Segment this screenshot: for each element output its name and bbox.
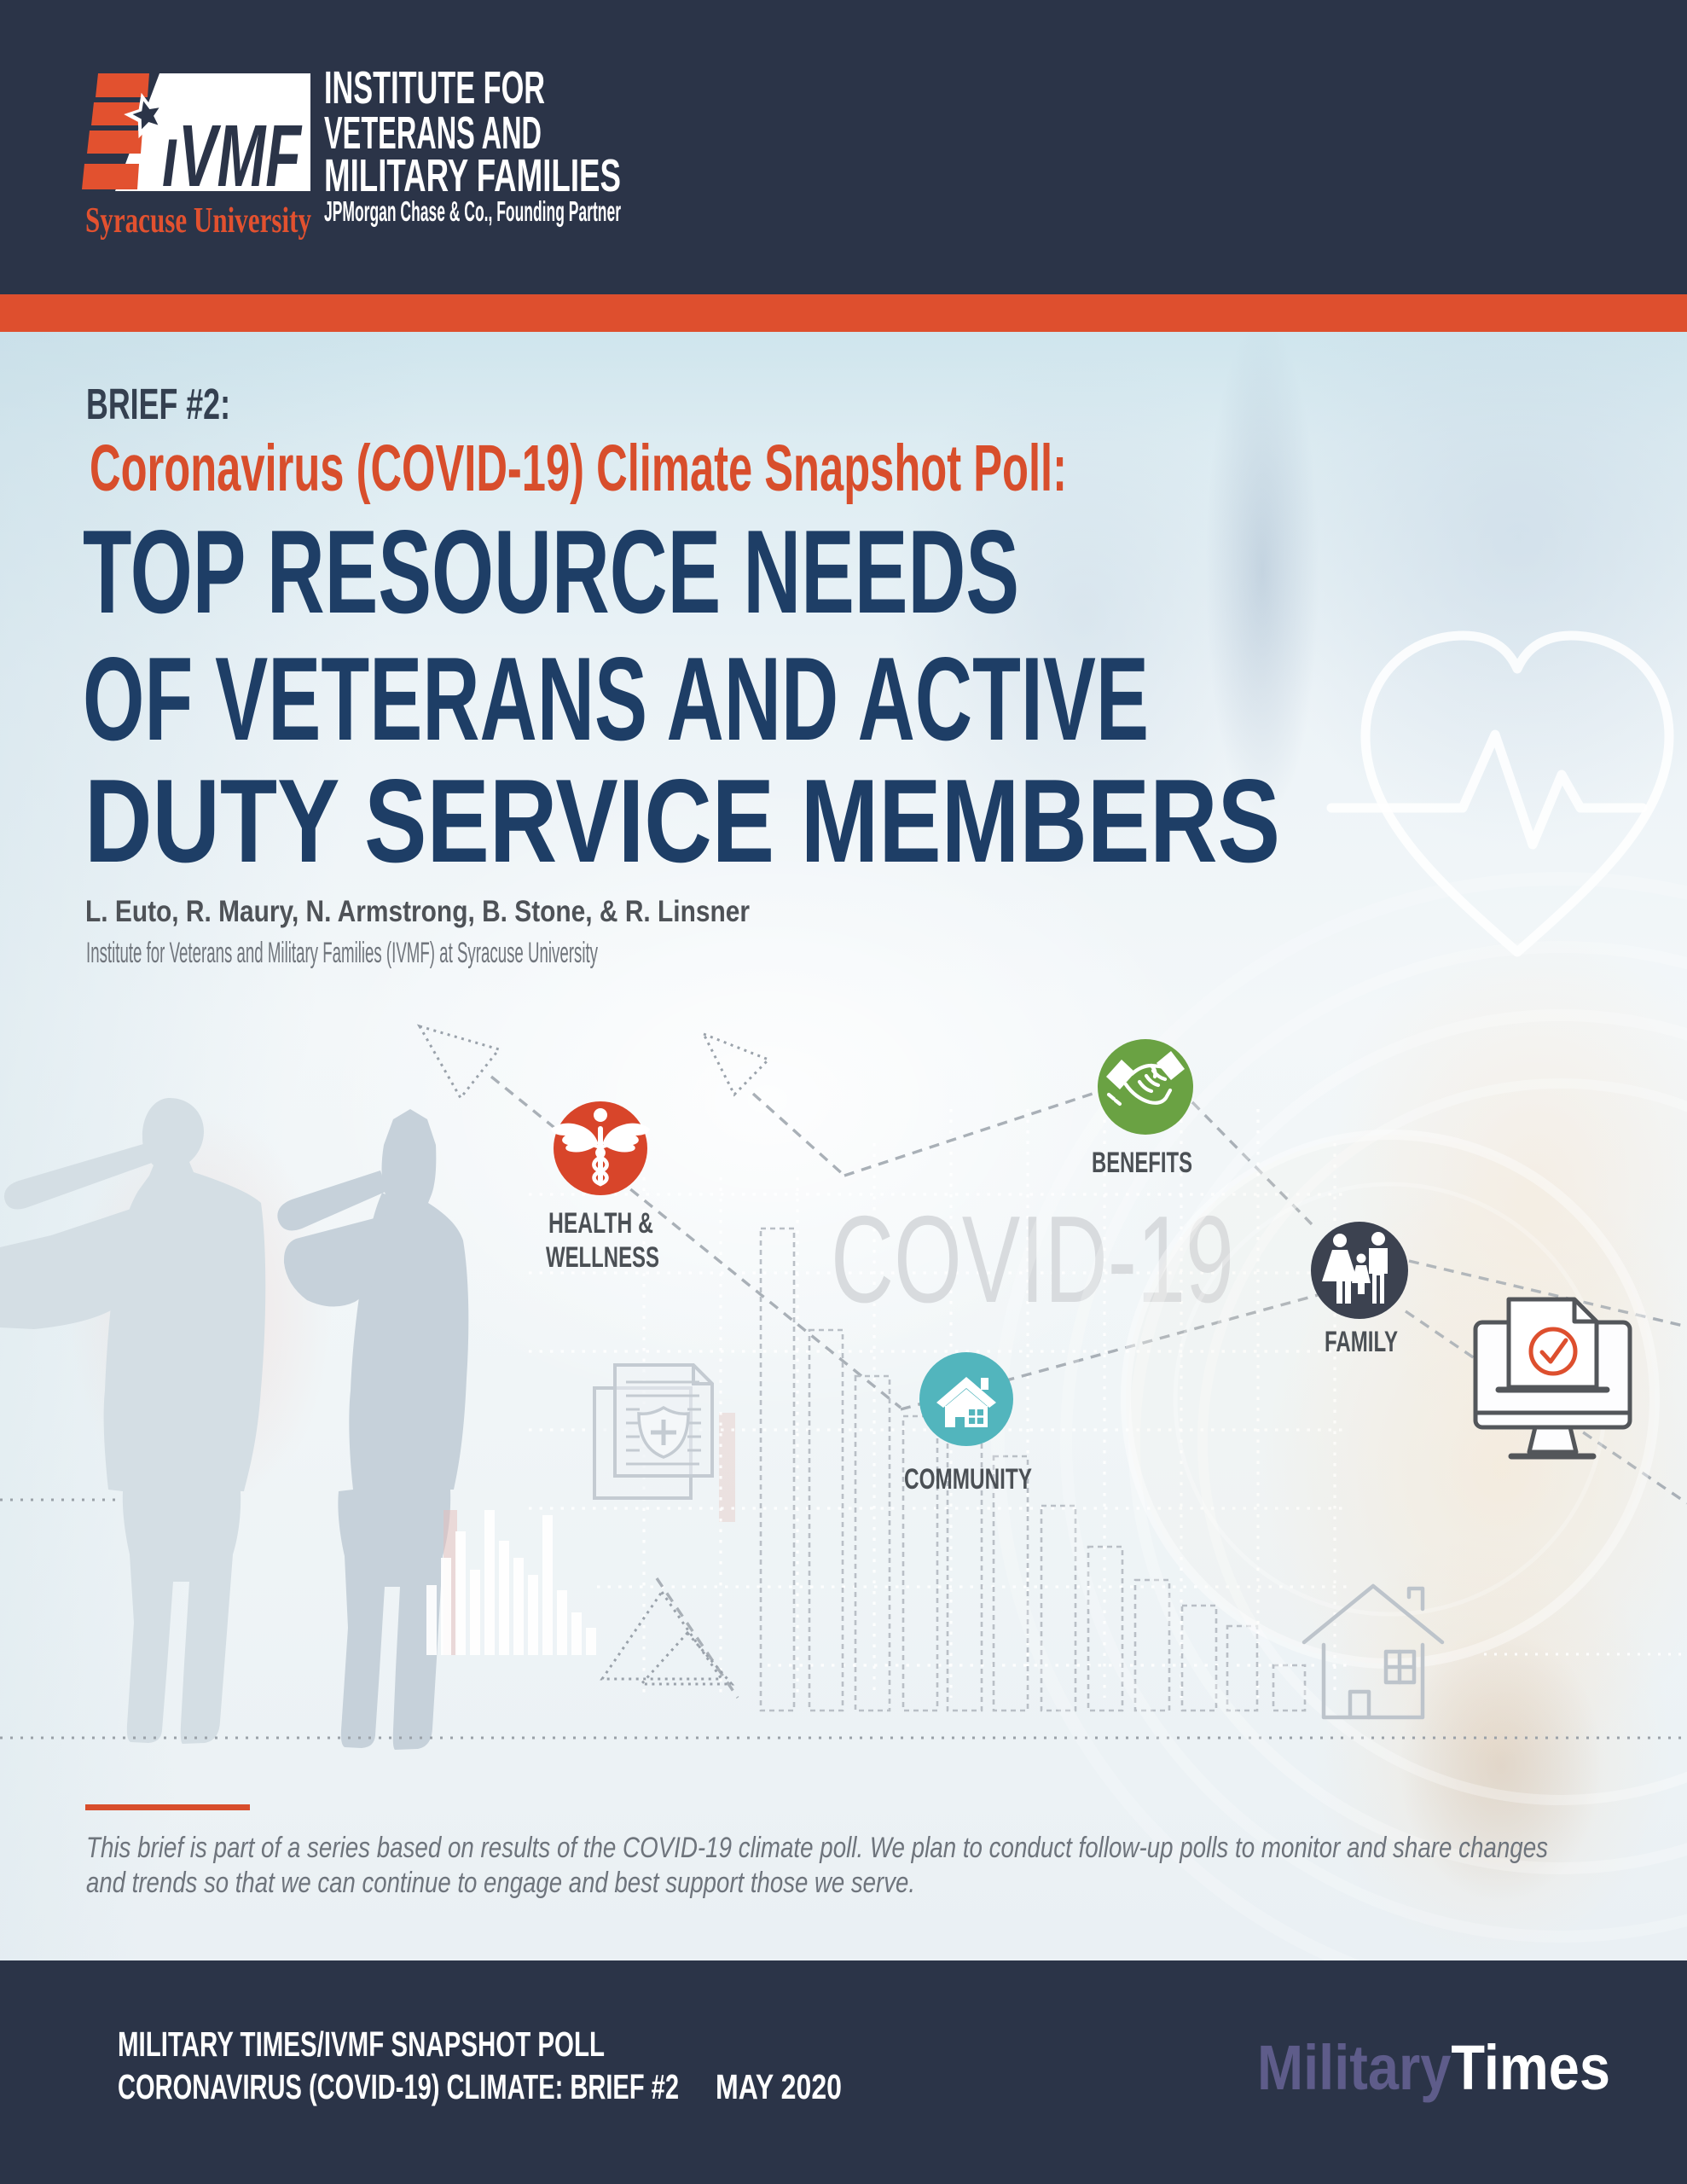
svg-text:Syracuse University: Syracuse University	[85, 201, 311, 241]
svg-text:VETERANS AND: VETERANS AND	[324, 107, 542, 159]
svg-text:WELLNESS: WELLNESS	[546, 1241, 659, 1274]
svg-text:CORONAVIRUS (COVID-19) CLIMATE: CORONAVIRUS (COVID-19) CLIMATE: BRIEF #2	[118, 2067, 679, 2106]
svg-text:MilitaryTimes: MilitaryTimes	[1257, 2032, 1610, 2103]
svg-text:FAMILY: FAMILY	[1325, 1326, 1398, 1358]
svg-text:DUTY SERVICE MEMBERS: DUTY SERVICE MEMBERS	[84, 755, 1280, 887]
svg-text:Institute for Veterans and Mil: Institute for Veterans and Military Fami…	[86, 937, 598, 969]
svg-text:INSTITUTE FOR: INSTITUTE FOR	[324, 62, 545, 113]
svg-text:JPMorgan Chase & Co., Founding: JPMorgan Chase & Co., Founding Partner	[324, 195, 621, 227]
svg-text:ıVMF: ıVMF	[162, 107, 303, 205]
svg-text:COVID-19: COVID-19	[831, 1190, 1234, 1328]
svg-text:MAY 2020: MAY 2020	[716, 2067, 842, 2106]
svg-text:BRIEF #2:: BRIEF #2:	[86, 380, 230, 428]
svg-text:BENEFITS: BENEFITS	[1092, 1147, 1192, 1179]
svg-text:This brief is part of a series: This brief is part of a series based on …	[86, 1832, 1548, 1864]
svg-text:TOP RESOURCE NEEDS: TOP RESOURCE NEEDS	[83, 506, 1019, 638]
svg-text:L. Euto, R. Maury, N. Armstron: L. Euto, R. Maury, N. Armstrong, B. Ston…	[85, 895, 750, 928]
svg-text:COMMUNITY: COMMUNITY	[904, 1463, 1032, 1496]
svg-text:Coronavirus (COVID-19) Climate: Coronavirus (COVID-19) Climate Snapshot …	[90, 432, 1067, 505]
svg-text:MILITARY FAMILIES: MILITARY FAMILIES	[324, 150, 621, 201]
svg-text:MILITARY TIMES/IVMF SNAPSHOT P: MILITARY TIMES/IVMF SNAPSHOT POLL	[118, 2024, 605, 2064]
svg-text:OF VETERANS AND ACTIVE: OF VETERANS AND ACTIVE	[83, 633, 1149, 765]
svg-text:and trends so that we can cont: and trends so that we can continue to en…	[86, 1867, 915, 1899]
svg-text:HEALTH &: HEALTH &	[548, 1207, 653, 1240]
